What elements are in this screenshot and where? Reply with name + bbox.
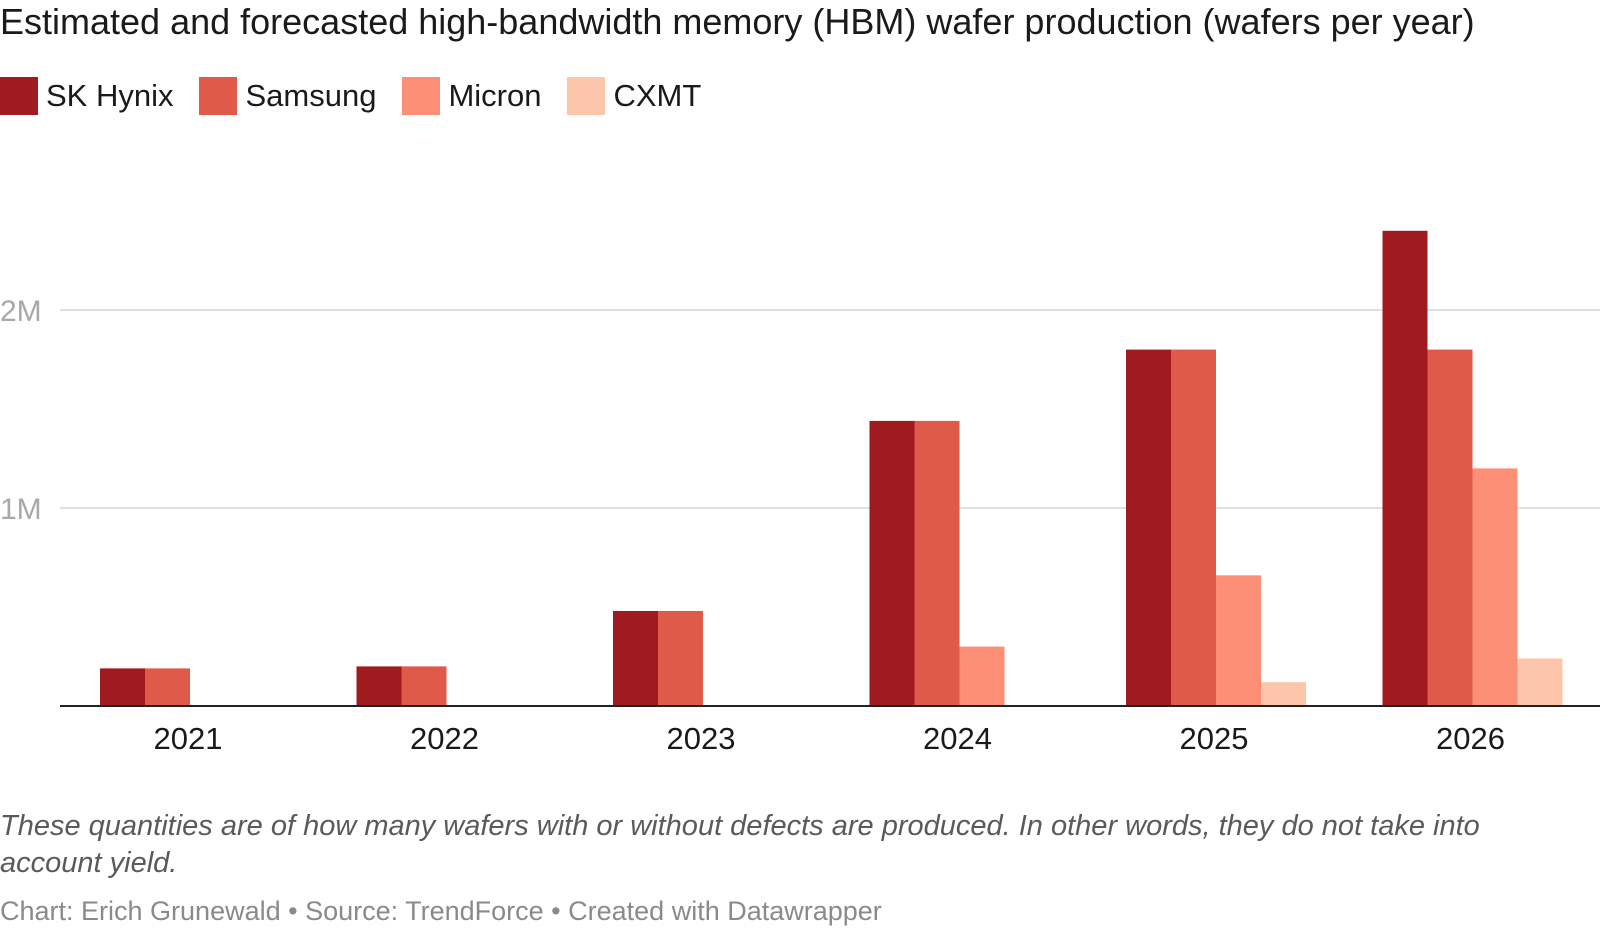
bar-samsung-2023 [658,610,703,706]
legend-label-micron: Micron [448,78,542,113]
chart-title: Estimated and forecasted high-bandwidth … [0,1,1475,42]
legend: SK Hynix Samsung Micron CXMT [0,76,727,116]
y-tick-label: 2M [0,295,42,328]
bar-samsung-2022 [401,666,447,706]
bar-sk-hynix-2023 [613,610,658,706]
bar-samsung-2026 [1427,349,1473,706]
x-tick-label: 2024 [923,721,992,756]
legend-label-samsung: Samsung [245,78,377,113]
bar-sk-hynix-2021 [100,668,145,706]
bar-samsung-2025 [1171,349,1216,706]
bar-samsung-2021 [145,668,190,706]
bar-sk-hynix-2022 [356,666,402,706]
x-tick-label: 2025 [1180,721,1249,756]
legend-swatch-samsung [199,77,238,115]
legend-item-sk-hynix: SK Hynix [0,77,173,115]
bar-micron-2024 [959,646,1005,706]
legend-swatch-sk-hynix [0,77,38,115]
bar-samsung-2024 [914,420,960,706]
chart-footer: Chart: Erich Grunewald • Source: TrendFo… [0,896,882,926]
bar-cxmt-2026 [1517,658,1563,706]
y-tick-label: 1M [0,493,42,526]
legend-item-cxmt: CXMT [567,77,701,115]
legend-item-micron: Micron [402,77,541,115]
x-tick-label: 2022 [410,721,479,756]
legend-swatch-micron [402,77,441,115]
bar-sk-hynix-2025 [1126,349,1171,706]
bar-cxmt-2025 [1261,682,1306,706]
x-tick-label: 2026 [1436,721,1505,756]
bar-sk-hynix-2024 [869,420,915,706]
x-tick-label: 2021 [154,721,223,756]
legend-label-sk-hynix: SK Hynix [46,78,174,113]
x-tick-label: 2023 [667,721,736,756]
bar-micron-2025 [1216,575,1261,706]
legend-swatch-cxmt [567,77,606,115]
chart-note: These quantities are of how many wafers … [0,810,1480,879]
legend-label-cxmt: CXMT [613,78,702,113]
bar-sk-hynix-2026 [1382,230,1428,707]
bar-micron-2026 [1472,468,1518,706]
legend-item-samsung: Samsung [199,77,376,115]
bar-chart: 1M 2M 2021 2022 2023 2024 2025 2026 [0,230,1600,756]
